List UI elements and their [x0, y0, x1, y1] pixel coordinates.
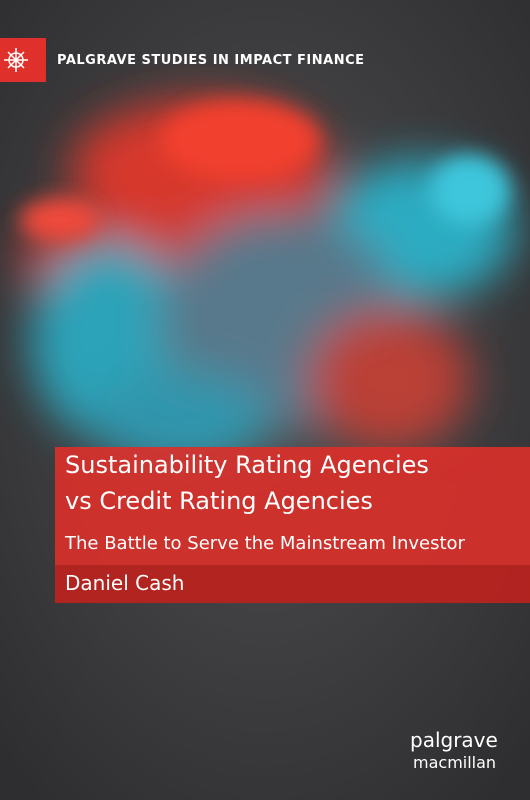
author-band [55, 565, 530, 603]
title-band [55, 447, 530, 565]
author: Daniel Cash [65, 571, 185, 595]
publisher-imprint: macmillan [413, 753, 497, 772]
title-line: vs Credit Rating Agencies [65, 487, 373, 515]
subtitle: The Battle to Serve the Mainstream Inves… [65, 533, 465, 554]
series-name: PALGRAVE STUDIES IN IMPACT FINANCE [57, 53, 365, 68]
title-line: Sustainability Rating Agencies [65, 451, 429, 479]
publisher-name: palgrave [410, 728, 498, 752]
logo-mark [4, 48, 28, 72]
